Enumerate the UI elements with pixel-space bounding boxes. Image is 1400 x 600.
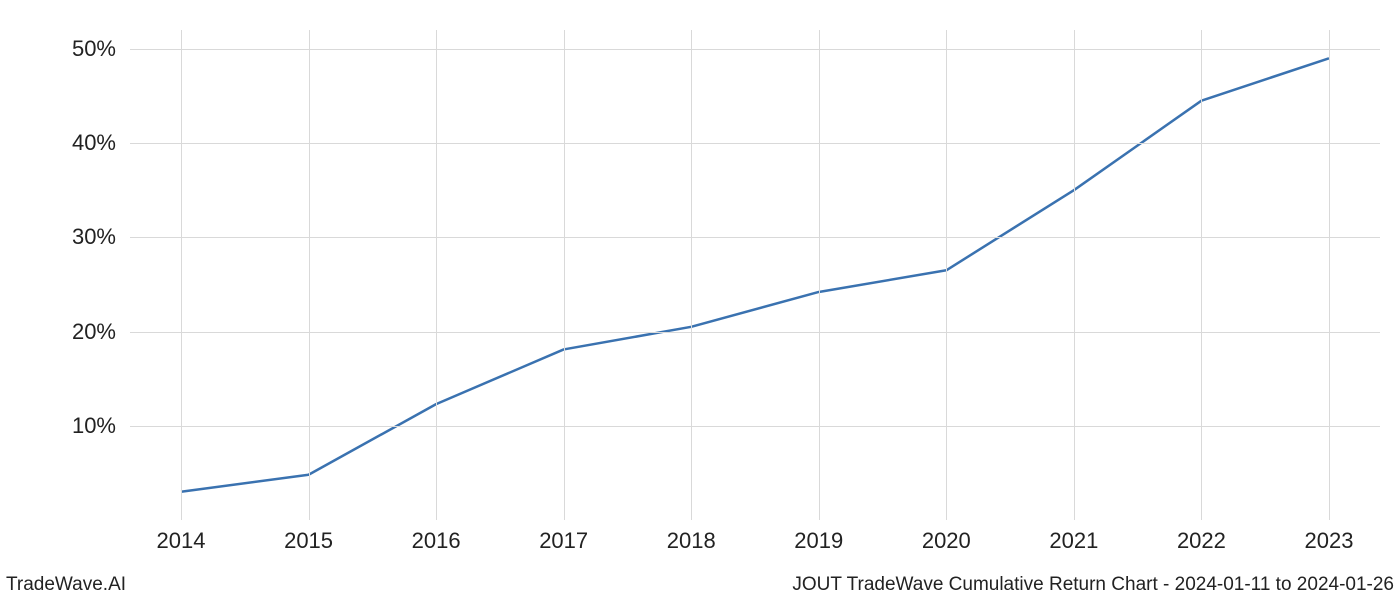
x-tick-label: 2021	[1049, 528, 1098, 554]
y-tick-label: 10%	[0, 413, 116, 439]
grid-line-vertical	[946, 30, 947, 520]
grid-line-horizontal	[130, 143, 1380, 144]
x-tick-label: 2014	[157, 528, 206, 554]
grid-line-vertical	[691, 30, 692, 520]
y-tick-label: 50%	[0, 36, 116, 62]
grid-line-vertical	[436, 30, 437, 520]
plot-area	[130, 30, 1380, 520]
grid-line-vertical	[1329, 30, 1330, 520]
x-tick-label: 2016	[412, 528, 461, 554]
y-tick-label: 20%	[0, 319, 116, 345]
grid-line-horizontal	[130, 49, 1380, 50]
grid-line-vertical	[1201, 30, 1202, 520]
x-tick-label: 2018	[667, 528, 716, 554]
grid-line-vertical	[181, 30, 182, 520]
x-tick-label: 2017	[539, 528, 588, 554]
footer-left-text: TradeWave.AI	[6, 574, 126, 596]
footer-right-text: JOUT TradeWave Cumulative Return Chart -…	[792, 574, 1394, 596]
grid-line-vertical	[1074, 30, 1075, 520]
y-tick-label: 40%	[0, 130, 116, 156]
y-tick-label: 30%	[0, 224, 116, 250]
x-tick-label: 2023	[1304, 528, 1353, 554]
line-series	[130, 30, 1380, 520]
grid-line-horizontal	[130, 237, 1380, 238]
grid-line-vertical	[819, 30, 820, 520]
grid-line-vertical	[309, 30, 310, 520]
x-tick-label: 2020	[922, 528, 971, 554]
x-tick-label: 2019	[794, 528, 843, 554]
grid-line-horizontal	[130, 426, 1380, 427]
x-tick-label: 2022	[1177, 528, 1226, 554]
chart-container: TradeWave.AI JOUT TradeWave Cumulative R…	[0, 0, 1400, 600]
grid-line-vertical	[564, 30, 565, 520]
grid-line-horizontal	[130, 332, 1380, 333]
x-tick-label: 2015	[284, 528, 333, 554]
